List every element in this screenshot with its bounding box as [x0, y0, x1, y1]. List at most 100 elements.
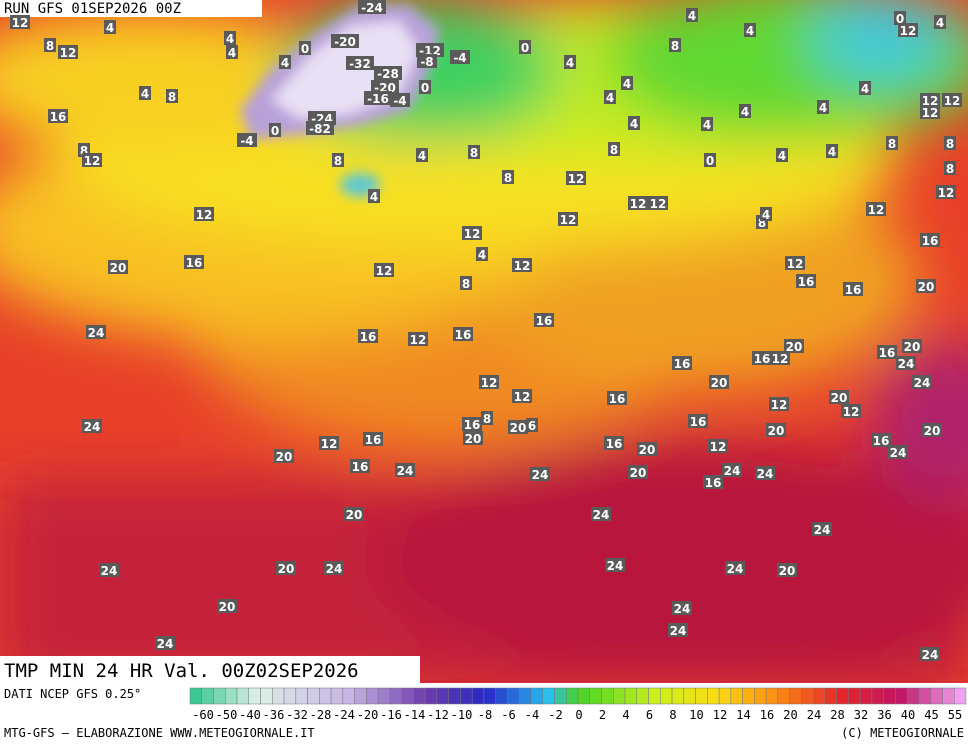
label-value: 24 — [922, 648, 939, 662]
temperature-label: 4 — [139, 86, 151, 101]
label-box — [408, 332, 428, 346]
temperature-label: 12 — [785, 256, 805, 271]
label-box — [463, 431, 483, 445]
label-value: 4 — [418, 149, 426, 163]
scale-swatch — [801, 687, 814, 705]
label-value: 24 — [670, 624, 687, 638]
scale-swatch — [953, 687, 967, 705]
temperature-label: 20 — [766, 423, 786, 438]
temperature-label: 4 — [739, 104, 751, 119]
label-value: 4 — [566, 56, 574, 70]
label-box — [777, 563, 797, 577]
label-value: 12 — [630, 197, 647, 211]
label-value: 8 — [946, 137, 954, 151]
label-box — [346, 56, 374, 70]
temperature-label: -20 — [331, 34, 359, 49]
label-value: 12 — [843, 405, 860, 419]
label-box — [669, 38, 681, 52]
label-value: 16 — [845, 283, 862, 297]
label-value: 24 — [674, 602, 691, 616]
scale-label: -60 — [192, 708, 214, 722]
label-value: 12 — [514, 390, 531, 404]
label-value: 12 — [938, 186, 955, 200]
label-box — [319, 436, 339, 450]
label-value: 24 — [532, 468, 549, 482]
label-box — [760, 207, 772, 221]
label-box — [395, 463, 415, 477]
label-box — [371, 80, 399, 94]
label-value: 4 — [762, 208, 770, 222]
temperature-label: 0 — [299, 41, 311, 56]
temperature-label: 4 — [934, 15, 946, 30]
scale-swatch — [589, 687, 602, 705]
temperature-label: 6 — [526, 418, 538, 433]
scale-label: 24 — [807, 708, 821, 722]
temperature-label: 4 — [368, 189, 380, 204]
scale-swatch — [930, 687, 943, 705]
label-box — [274, 449, 294, 463]
label-box — [350, 459, 370, 473]
temperature-label: 8 — [481, 411, 493, 426]
label-value: 4 — [370, 190, 378, 204]
label-value: 12 — [922, 106, 939, 120]
label-value: 16 — [606, 437, 623, 451]
label-box — [812, 522, 832, 536]
temperature-label: 12 — [648, 196, 668, 211]
scale-swatch — [718, 687, 732, 705]
scale-swatch — [812, 687, 826, 705]
label-box — [416, 43, 444, 57]
label-box — [519, 40, 531, 54]
temperature-label: 4 — [104, 20, 116, 35]
label-box — [672, 601, 692, 615]
label-box — [739, 104, 751, 118]
temperature-label: 24 — [920, 647, 940, 662]
label-box — [512, 258, 532, 272]
label-value: 12 — [568, 172, 585, 186]
label-value: 20 — [779, 564, 796, 578]
label-box — [324, 561, 344, 575]
label-value: 4 — [478, 248, 486, 262]
temperature-label: 24 — [668, 623, 688, 638]
label-box — [648, 196, 668, 210]
label-box — [390, 93, 410, 107]
label-value: -20 — [334, 35, 356, 49]
label-box — [776, 148, 788, 162]
label-value: 24 — [397, 464, 414, 478]
label-box — [82, 419, 102, 433]
label-box — [628, 116, 640, 130]
label-value: 12 — [60, 46, 77, 60]
scale-swatch — [859, 687, 873, 705]
label-value: 12 — [944, 94, 961, 108]
temperature-label: -28 — [374, 66, 402, 81]
label-value: 4 — [703, 118, 711, 132]
label-value: 20 — [904, 340, 921, 354]
label-value: 4 — [861, 82, 869, 96]
label-value: 12 — [772, 352, 789, 366]
temperature-label: 12 — [479, 375, 499, 390]
label-box — [217, 599, 237, 613]
scale-swatch — [836, 687, 849, 705]
scale-swatch — [742, 687, 755, 705]
scale-label: -50 — [216, 708, 238, 722]
scale-swatch — [507, 687, 520, 705]
scale-swatch — [389, 687, 402, 705]
temperature-label: -4 — [237, 133, 257, 148]
scale-swatch — [754, 687, 767, 705]
label-value: 16 — [186, 256, 203, 270]
scale-label: -24 — [333, 708, 355, 722]
temperature-label: 24 — [605, 558, 625, 573]
temperature-label: 0 — [704, 153, 716, 168]
temperature-label: 16 — [534, 313, 554, 328]
label-value: 0 — [706, 154, 714, 168]
scale-swatch — [213, 687, 226, 705]
temperature-label: 16 — [672, 356, 692, 371]
label-value: -4 — [393, 94, 406, 108]
label-value: 16 — [690, 415, 707, 429]
scale-label: -36 — [263, 708, 285, 722]
label-value: 12 — [771, 398, 788, 412]
scale-swatch — [554, 687, 567, 705]
label-value: 0 — [301, 42, 309, 56]
label-value: 12 — [650, 197, 667, 211]
label-box — [58, 45, 78, 59]
